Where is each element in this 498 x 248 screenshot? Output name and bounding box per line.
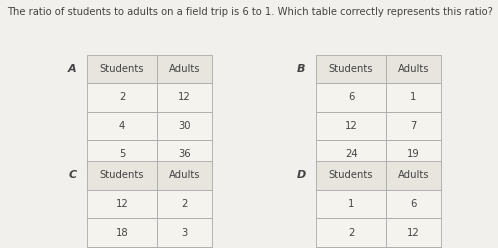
Text: 24: 24 bbox=[345, 149, 358, 159]
FancyBboxPatch shape bbox=[87, 140, 157, 169]
Text: Adults: Adults bbox=[168, 64, 200, 74]
Text: 7: 7 bbox=[410, 121, 416, 131]
Text: 36: 36 bbox=[178, 149, 191, 159]
FancyBboxPatch shape bbox=[157, 218, 212, 247]
Text: Adults: Adults bbox=[397, 170, 429, 181]
FancyBboxPatch shape bbox=[87, 190, 157, 218]
FancyBboxPatch shape bbox=[386, 83, 441, 112]
Text: 2: 2 bbox=[348, 227, 354, 238]
FancyBboxPatch shape bbox=[87, 55, 157, 83]
FancyBboxPatch shape bbox=[386, 140, 441, 169]
FancyBboxPatch shape bbox=[386, 190, 441, 218]
Text: 30: 30 bbox=[178, 121, 191, 131]
FancyBboxPatch shape bbox=[316, 218, 386, 247]
Text: 12: 12 bbox=[407, 227, 420, 238]
FancyBboxPatch shape bbox=[386, 112, 441, 140]
FancyBboxPatch shape bbox=[386, 218, 441, 247]
FancyBboxPatch shape bbox=[157, 247, 212, 248]
Text: 2: 2 bbox=[119, 92, 125, 102]
Text: Adults: Adults bbox=[168, 170, 200, 181]
FancyBboxPatch shape bbox=[316, 190, 386, 218]
FancyBboxPatch shape bbox=[87, 112, 157, 140]
Text: D: D bbox=[297, 170, 306, 181]
FancyBboxPatch shape bbox=[316, 247, 386, 248]
Text: Students: Students bbox=[329, 170, 374, 181]
Text: B: B bbox=[297, 64, 306, 74]
Text: 5: 5 bbox=[119, 149, 125, 159]
FancyBboxPatch shape bbox=[157, 83, 212, 112]
Text: 4: 4 bbox=[119, 121, 125, 131]
FancyBboxPatch shape bbox=[316, 161, 386, 190]
Text: 12: 12 bbox=[178, 92, 191, 102]
Text: 12: 12 bbox=[345, 121, 358, 131]
Text: The ratio of students to adults on a field trip is 6 to 1. Which table correctly: The ratio of students to adults on a fie… bbox=[7, 7, 494, 17]
FancyBboxPatch shape bbox=[386, 247, 441, 248]
Text: 18: 18 bbox=[116, 227, 128, 238]
FancyBboxPatch shape bbox=[157, 112, 212, 140]
Text: 1: 1 bbox=[348, 199, 354, 209]
FancyBboxPatch shape bbox=[157, 161, 212, 190]
Text: 6: 6 bbox=[348, 92, 354, 102]
Text: A: A bbox=[68, 64, 77, 74]
Text: Adults: Adults bbox=[397, 64, 429, 74]
FancyBboxPatch shape bbox=[157, 55, 212, 83]
FancyBboxPatch shape bbox=[87, 218, 157, 247]
FancyBboxPatch shape bbox=[386, 55, 441, 83]
FancyBboxPatch shape bbox=[316, 112, 386, 140]
FancyBboxPatch shape bbox=[316, 140, 386, 169]
FancyBboxPatch shape bbox=[386, 161, 441, 190]
Text: 2: 2 bbox=[181, 199, 187, 209]
FancyBboxPatch shape bbox=[87, 161, 157, 190]
Text: Students: Students bbox=[100, 170, 144, 181]
FancyBboxPatch shape bbox=[316, 83, 386, 112]
FancyBboxPatch shape bbox=[157, 140, 212, 169]
Text: 6: 6 bbox=[410, 199, 416, 209]
Text: 1: 1 bbox=[410, 92, 416, 102]
Text: 12: 12 bbox=[116, 199, 128, 209]
Text: Students: Students bbox=[329, 64, 374, 74]
FancyBboxPatch shape bbox=[87, 247, 157, 248]
FancyBboxPatch shape bbox=[87, 83, 157, 112]
FancyBboxPatch shape bbox=[316, 55, 386, 83]
Text: Students: Students bbox=[100, 64, 144, 74]
Text: 3: 3 bbox=[181, 227, 187, 238]
Text: C: C bbox=[68, 170, 76, 181]
Text: 19: 19 bbox=[407, 149, 420, 159]
FancyBboxPatch shape bbox=[157, 190, 212, 218]
